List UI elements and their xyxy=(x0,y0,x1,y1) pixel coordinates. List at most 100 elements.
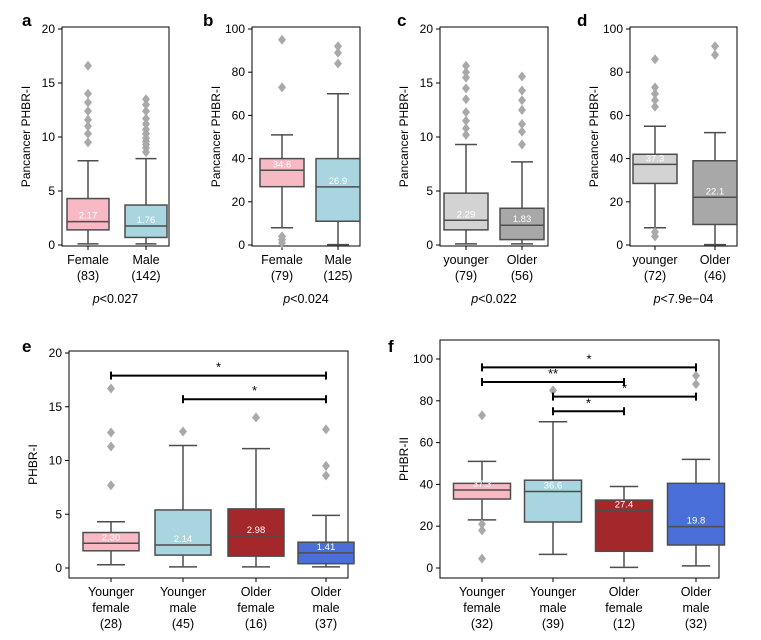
panel-letter-c: c xyxy=(397,11,406,30)
significance-stars: * xyxy=(252,383,257,398)
significance-stars: * xyxy=(586,395,591,410)
panel-e: e 0 5 10 15 20 PHBR-I 2.30 Younger female (28) 2.14… xyxy=(22,337,354,631)
y-tick-label: 20 xyxy=(42,22,56,36)
y-axis-label: PHBR-II xyxy=(397,437,411,481)
significance-stars: * xyxy=(216,360,221,375)
y-tick-label: 20 xyxy=(49,346,63,360)
outlier-point xyxy=(711,50,719,60)
median-label: 1.83 xyxy=(513,214,532,225)
p-value-threshold: <7.9e−04 xyxy=(661,292,714,306)
box-older-male: 19.8 Older male (32) xyxy=(668,371,725,631)
panel-d: d020406080100Pancancer PHBR-I 37.3younger… xyxy=(577,11,737,306)
y-tick-label: 0 xyxy=(426,561,433,575)
p-value-symbol: p xyxy=(653,292,661,306)
x-label: Older xyxy=(507,253,538,267)
iqr-box xyxy=(155,510,211,555)
y-tick-label: 0 xyxy=(426,238,433,252)
outlier-point xyxy=(84,137,92,147)
median-label: 2.98 xyxy=(247,525,266,536)
outlier-point xyxy=(462,107,470,117)
outlier-point xyxy=(107,383,115,393)
outlier-point xyxy=(518,95,526,105)
x-label-n: (16) xyxy=(245,617,267,631)
median-label: 36.6 xyxy=(544,481,563,492)
outlier-point xyxy=(107,480,115,490)
outlier-point xyxy=(711,41,719,51)
x-label-line2: female xyxy=(237,601,275,615)
outlier-point xyxy=(518,105,526,115)
p-value: p<0.022 xyxy=(470,292,517,306)
x-label-n: (142) xyxy=(131,269,160,283)
median-label: 2.14 xyxy=(174,534,193,545)
outlier-point xyxy=(278,82,286,92)
p-value: p<0.024 xyxy=(282,292,329,306)
outlier-point xyxy=(142,94,150,104)
panel-a: a 0 5 10 15 20 Pancancer PHBR-I 2.17 Female (83) 1… xyxy=(19,11,169,306)
x-label-n: (28) xyxy=(100,617,122,631)
panel-letter-b: b xyxy=(203,11,213,30)
outlier-point xyxy=(84,89,92,99)
y-tick-label: 100 xyxy=(413,352,433,366)
x-label-line2: female xyxy=(92,601,130,615)
iqr-box xyxy=(668,483,725,545)
outlier-point xyxy=(478,410,486,420)
box-older: 1.83Older(56) xyxy=(500,72,544,283)
significance-bracket: * xyxy=(111,360,326,380)
median-label: 34.6 xyxy=(273,159,292,170)
x-label: Older xyxy=(609,585,640,599)
outlier-point xyxy=(322,461,330,471)
x-label-n: (83) xyxy=(77,269,99,283)
panel-letter-d: d xyxy=(577,11,587,30)
median-label: 37.3 xyxy=(646,153,665,164)
outlier-point xyxy=(252,413,260,423)
median-label: 2.30 xyxy=(102,532,121,543)
outlier-point xyxy=(518,119,526,129)
outlier-point xyxy=(334,41,342,51)
significance-stars: * xyxy=(622,381,627,396)
y-tick-label: 5 xyxy=(48,184,55,198)
significance-bracket: * xyxy=(183,383,326,403)
p-value-symbol: p xyxy=(282,292,290,306)
x-label: Younger xyxy=(459,585,505,599)
significance-bracket: * xyxy=(482,351,696,371)
y-tick-label: 10 xyxy=(49,454,63,468)
x-label-n: (32) xyxy=(685,617,707,631)
box-older-female: 2.98Olderfemale(16) xyxy=(228,413,284,632)
panel-f: f 0 20 40 60 80 100 PHBR-II 37.3 Younger female (32… xyxy=(388,337,725,631)
outlier-point xyxy=(278,35,286,45)
outlier-point xyxy=(322,424,330,434)
outlier-point xyxy=(692,371,700,381)
x-label: Younger xyxy=(530,585,576,599)
significance-bracket: * xyxy=(553,395,624,415)
median-label: 37.3 xyxy=(473,479,492,490)
y-tick-label: 80 xyxy=(420,394,434,408)
x-label-line2: male xyxy=(312,601,339,615)
outlier-point xyxy=(107,428,115,438)
y-tick-label: 60 xyxy=(420,436,434,450)
x-label-n: (46) xyxy=(704,269,726,283)
box-younger-male: 2.14 Younger male (45) xyxy=(155,426,211,631)
figure: a05101520Pancancer PHBR-I2.17Female(83)1… xyxy=(0,0,761,640)
x-label-n: (125) xyxy=(323,269,352,283)
x-label: Male xyxy=(324,253,351,267)
outlier-point xyxy=(84,115,92,125)
x-label-line2: female xyxy=(463,601,501,615)
y-tick-label: 40 xyxy=(610,152,624,166)
x-label-line2: male xyxy=(682,601,709,615)
y-axis-label: PHBR-I xyxy=(26,444,40,485)
box-younger-female: 37.3 Younger female (32) xyxy=(454,410,511,631)
x-label: Female xyxy=(261,253,303,267)
panel-c: c05101520Pancancer PHBR-I2.29younger(79)… xyxy=(397,11,548,306)
outlier-point xyxy=(322,471,330,481)
x-label: Male xyxy=(132,253,159,267)
significance-bracket: * xyxy=(553,381,696,401)
panel-letter-f: f xyxy=(388,337,394,356)
outlier-point xyxy=(462,61,470,71)
y-tick-label: 80 xyxy=(232,65,246,79)
outlier-point xyxy=(462,94,470,104)
y-tick-label: 40 xyxy=(232,152,246,166)
median-label: 1.76 xyxy=(137,215,156,226)
y-tick-label: 60 xyxy=(610,108,624,122)
y-tick-label: 100 xyxy=(225,22,245,36)
box-younger: 37.3 younger (72) xyxy=(632,54,677,283)
